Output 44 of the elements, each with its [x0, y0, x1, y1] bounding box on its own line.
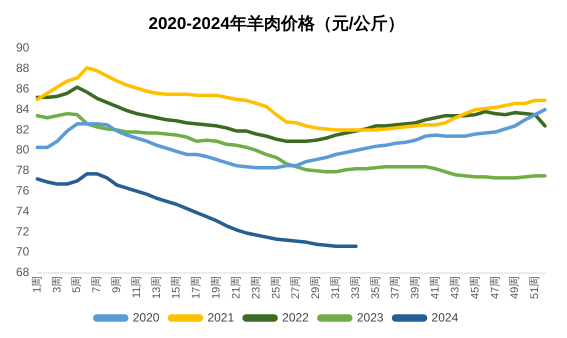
x-tick-label: 41周	[430, 276, 442, 300]
y-tick-label: 70	[16, 244, 30, 259]
y-tick-label: 90	[16, 40, 30, 55]
x-tick-label: 45周	[469, 276, 482, 300]
y-tick-label: 82	[16, 122, 30, 136]
chart-title: 2020-2024年羊肉价格（元/公斤）	[148, 14, 405, 33]
legend-label: 2020	[132, 310, 160, 324]
y-tick-label: 86	[16, 82, 30, 96]
y-tick-label: 80	[16, 142, 30, 157]
legend-label: 2022	[282, 310, 310, 324]
x-tick-label: 51周	[529, 276, 542, 300]
x-tick-label: 27周	[290, 276, 302, 300]
y-tick-label: 84	[16, 102, 30, 116]
legend-label: 2021	[207, 310, 234, 324]
x-tick-label: 15周	[170, 276, 183, 300]
y-tick-label: 88	[16, 61, 30, 76]
x-tick-label: 19周	[210, 276, 223, 300]
y-tick-label: 78	[16, 163, 30, 178]
legend-label: 2024	[432, 310, 459, 324]
x-tick-label: 17周	[190, 276, 203, 300]
x-tick-label: 13周	[150, 276, 163, 300]
x-tick-label: 43周	[449, 276, 462, 300]
x-tick-label: 9周	[111, 276, 124, 293]
y-tick-label: 68	[16, 265, 30, 280]
x-tick-label: 7周	[91, 276, 104, 293]
x-tick-label: 3周	[51, 276, 64, 293]
x-tick-label: 25周	[270, 276, 282, 300]
y-tick-label: 76	[16, 183, 30, 198]
x-tick-label: 11周	[130, 276, 143, 298]
x-tick-label: 5周	[71, 276, 84, 293]
x-tick-label: 31周	[330, 276, 342, 300]
x-tick-label: 35周	[370, 276, 382, 300]
x-tick-label: 49周	[509, 276, 522, 300]
x-tick-label: 33周	[350, 276, 362, 300]
x-tick-label: 39周	[410, 276, 422, 300]
x-tick-label: 1周	[31, 276, 44, 293]
x-tick-label: 47周	[489, 276, 502, 300]
legend-label: 2023	[356, 310, 384, 324]
x-tick-label: 23周	[250, 276, 262, 300]
x-tick-label: 37周	[390, 276, 402, 300]
y-tick-label: 72	[16, 224, 30, 238]
x-tick-label: 21周	[230, 276, 242, 300]
x-tick-label: 29周	[310, 276, 322, 300]
y-tick-label: 74	[16, 204, 30, 218]
